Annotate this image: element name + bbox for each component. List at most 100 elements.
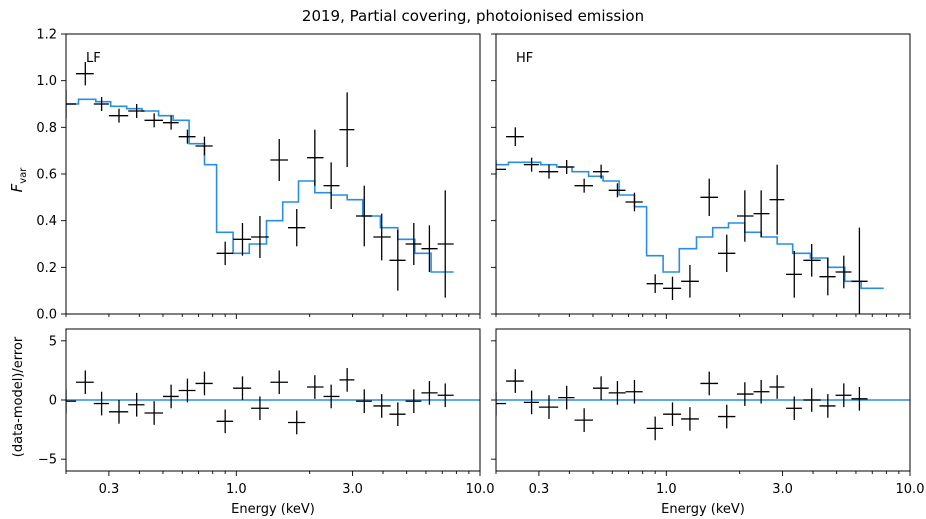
data-point [769, 375, 785, 399]
data-point [786, 251, 802, 298]
data-point [195, 371, 213, 396]
data-point [736, 190, 754, 242]
data-point [835, 255, 852, 289]
data-point [356, 389, 372, 414]
data-point [128, 392, 145, 417]
data-point [373, 394, 391, 418]
x-tick-label: 10.0 [896, 482, 925, 497]
data-point [663, 276, 682, 300]
data-point [128, 104, 145, 118]
data-point [421, 225, 438, 272]
plot-area [66, 368, 480, 435]
panels: 0.0 0.2 0.4 0.6 0.8 1.0 1.2 LF HF 0.3 1.0 3.0 10.0 −5… [36, 28, 924, 518]
x-tick-label: 3.0 [772, 482, 793, 497]
data-point [251, 216, 269, 258]
y-tick-label: 0.6 [36, 168, 57, 183]
panel-frame [65, 33, 481, 315]
y-tick-label: 1.2 [36, 28, 57, 43]
plot-area [496, 369, 910, 441]
data-point [625, 379, 643, 404]
panel-0: 0.0 0.2 0.4 0.6 0.8 1.0 1.2 LF [36, 28, 481, 323]
data-point [178, 129, 196, 144]
data-point [233, 223, 252, 256]
data-point [66, 90, 77, 118]
y-tick-label: 0.8 [36, 121, 57, 136]
data-point [506, 127, 524, 146]
data-point [786, 396, 802, 421]
data-point [373, 213, 391, 261]
data-point [405, 389, 422, 414]
panel-3: 0.3 1.0 3.0 10.0 Energy (keV) [491, 328, 925, 517]
data-point [144, 401, 163, 425]
data-point [681, 265, 699, 298]
data-point [421, 381, 438, 405]
y-tick-label: 0.0 [36, 308, 57, 323]
data-point [592, 164, 609, 179]
data-point [162, 115, 179, 130]
data-point [389, 230, 406, 291]
x-tick-label: 1.0 [656, 482, 677, 497]
data-point [195, 136, 213, 156]
data-point [496, 391, 507, 416]
data-point [339, 92, 355, 167]
panel-label: HF [516, 51, 533, 66]
y-axis-label-sub: var [18, 167, 29, 184]
data-point [718, 404, 736, 429]
data-point [819, 258, 836, 296]
data-point [76, 370, 94, 395]
x-axis-label: Energy (keV) [661, 502, 745, 517]
data-point [144, 113, 163, 128]
data-point [538, 395, 559, 419]
data-point [437, 383, 454, 408]
data-point [216, 409, 234, 434]
data-point [592, 376, 609, 400]
data-point [718, 234, 736, 272]
data-point [162, 384, 179, 409]
data-point [66, 389, 77, 414]
data-point [76, 62, 94, 86]
data-point [835, 383, 852, 408]
data-point [356, 185, 372, 247]
x-tick-label: 10.0 [466, 482, 495, 497]
x-tick-label: 3.0 [342, 482, 363, 497]
data-point [405, 223, 422, 265]
data-point [851, 386, 868, 411]
data-point [288, 209, 306, 247]
panel-1: HF [491, 33, 911, 319]
data-point [681, 407, 699, 431]
data-point [323, 162, 340, 209]
data-point [233, 376, 252, 400]
y-tick-label: 0 [49, 394, 57, 409]
data-point [108, 108, 129, 123]
data-point [216, 241, 234, 265]
data-point [700, 178, 719, 216]
plot-area [496, 127, 884, 314]
y-axis-label-top: Fvar [8, 167, 29, 193]
panel-2: 0.3 1.0 3.0 10.0 −5 0 5 Energy (keV) [38, 328, 495, 517]
data-point [753, 379, 770, 404]
chart-title: 2019, Partial covering, photoionised emi… [302, 7, 644, 25]
data-point [288, 410, 306, 435]
data-point [736, 382, 754, 406]
x-tick-label: 0.3 [529, 482, 550, 497]
data-point [506, 369, 524, 393]
data-point [574, 408, 593, 432]
y-tick-label: 1.0 [36, 74, 57, 89]
y-axis-label-bottom: (data-model)/error [11, 336, 26, 457]
data-point [608, 183, 626, 198]
model-step-line [66, 98, 454, 273]
data-point [93, 391, 109, 416]
data-point [753, 190, 770, 237]
data-point [496, 160, 507, 179]
data-point [646, 416, 664, 441]
data-point [625, 192, 643, 212]
data-point [700, 371, 719, 396]
data-point [306, 129, 324, 186]
y-axis-label-main: F [8, 183, 26, 192]
y-tick-label: 5 [49, 334, 57, 349]
x-axis-label: Energy (keV) [231, 502, 315, 517]
y-tick-label: 0.4 [36, 214, 57, 229]
data-point [270, 139, 289, 181]
data-point [803, 244, 821, 277]
